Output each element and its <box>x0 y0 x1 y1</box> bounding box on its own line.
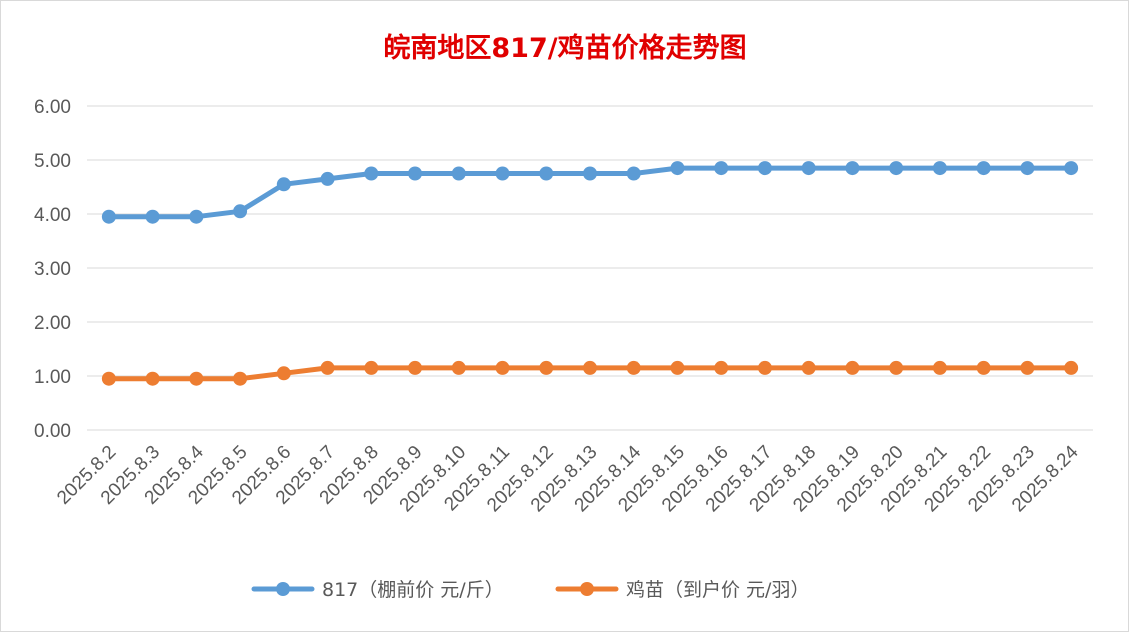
data-point <box>626 360 641 375</box>
data-point <box>539 166 554 181</box>
legend: 817（棚前价 元/斤） 鸡苗（到户价 元/羽） <box>251 579 809 601</box>
data-point <box>364 360 379 375</box>
data-point <box>932 161 947 176</box>
series-1 <box>101 360 1079 386</box>
data-point <box>408 166 423 181</box>
data-point <box>714 161 729 176</box>
y-tick-label: 3.00 <box>34 259 71 280</box>
data-point <box>670 161 685 176</box>
data-point <box>976 161 991 176</box>
y-tick-label: 0.00 <box>34 421 71 442</box>
data-point <box>276 177 291 192</box>
data-point <box>101 371 116 386</box>
y-tick-label: 5.00 <box>34 151 71 172</box>
data-point <box>451 360 466 375</box>
data-point <box>845 161 860 176</box>
series-group <box>101 161 1079 386</box>
data-point <box>845 360 860 375</box>
y-tick-label: 4.00 <box>34 205 71 226</box>
y-tick-label: 2.00 <box>34 313 71 334</box>
data-point <box>583 166 597 181</box>
data-point <box>801 161 816 176</box>
data-point <box>145 371 160 386</box>
series-0 <box>101 161 1079 224</box>
data-point <box>801 360 816 375</box>
legend-marker <box>276 582 290 596</box>
data-point <box>757 161 772 176</box>
y-axis-ticks: 0.00 1.00 2.00 3.00 4.00 5.00 6.00 <box>34 97 71 442</box>
data-point <box>670 360 685 375</box>
x-axis-ticks: 2025.8.22025.8.32025.8.42025.8.52025.8.6… <box>53 441 1083 516</box>
data-point <box>626 166 641 181</box>
data-point <box>233 204 248 219</box>
data-point <box>495 166 510 181</box>
data-point <box>189 209 204 224</box>
chart-title: 皖南地区817/鸡苗价格走势图 <box>383 33 746 64</box>
data-point <box>1064 360 1079 375</box>
data-point <box>364 166 379 181</box>
data-point <box>451 166 466 181</box>
data-point <box>276 366 291 381</box>
data-point <box>145 209 160 224</box>
legend-item-0: 817（棚前价 元/斤） <box>251 579 504 601</box>
data-point <box>932 360 947 375</box>
legend-label: 817（棚前价 元/斤） <box>322 579 504 601</box>
y-tick-label: 1.00 <box>34 367 71 388</box>
legend-marker <box>580 582 594 596</box>
data-point <box>1020 161 1035 176</box>
data-point <box>189 371 204 386</box>
data-point <box>889 161 904 176</box>
data-point <box>1020 360 1035 375</box>
legend-item-1: 鸡苗（到户价 元/羽） <box>555 579 809 601</box>
data-point <box>714 360 729 375</box>
data-point <box>101 209 116 224</box>
data-point <box>757 360 772 375</box>
y-tick-label: 6.00 <box>34 97 71 118</box>
data-point <box>495 360 510 375</box>
data-point <box>408 360 423 375</box>
data-point <box>889 360 904 375</box>
legend-label: 鸡苗（到户价 元/羽） <box>626 579 809 601</box>
data-point <box>539 360 554 375</box>
data-point <box>233 371 248 386</box>
data-point <box>1064 161 1079 176</box>
data-point <box>320 171 335 186</box>
data-point <box>976 360 991 375</box>
data-point <box>320 360 335 375</box>
data-point <box>583 360 597 375</box>
